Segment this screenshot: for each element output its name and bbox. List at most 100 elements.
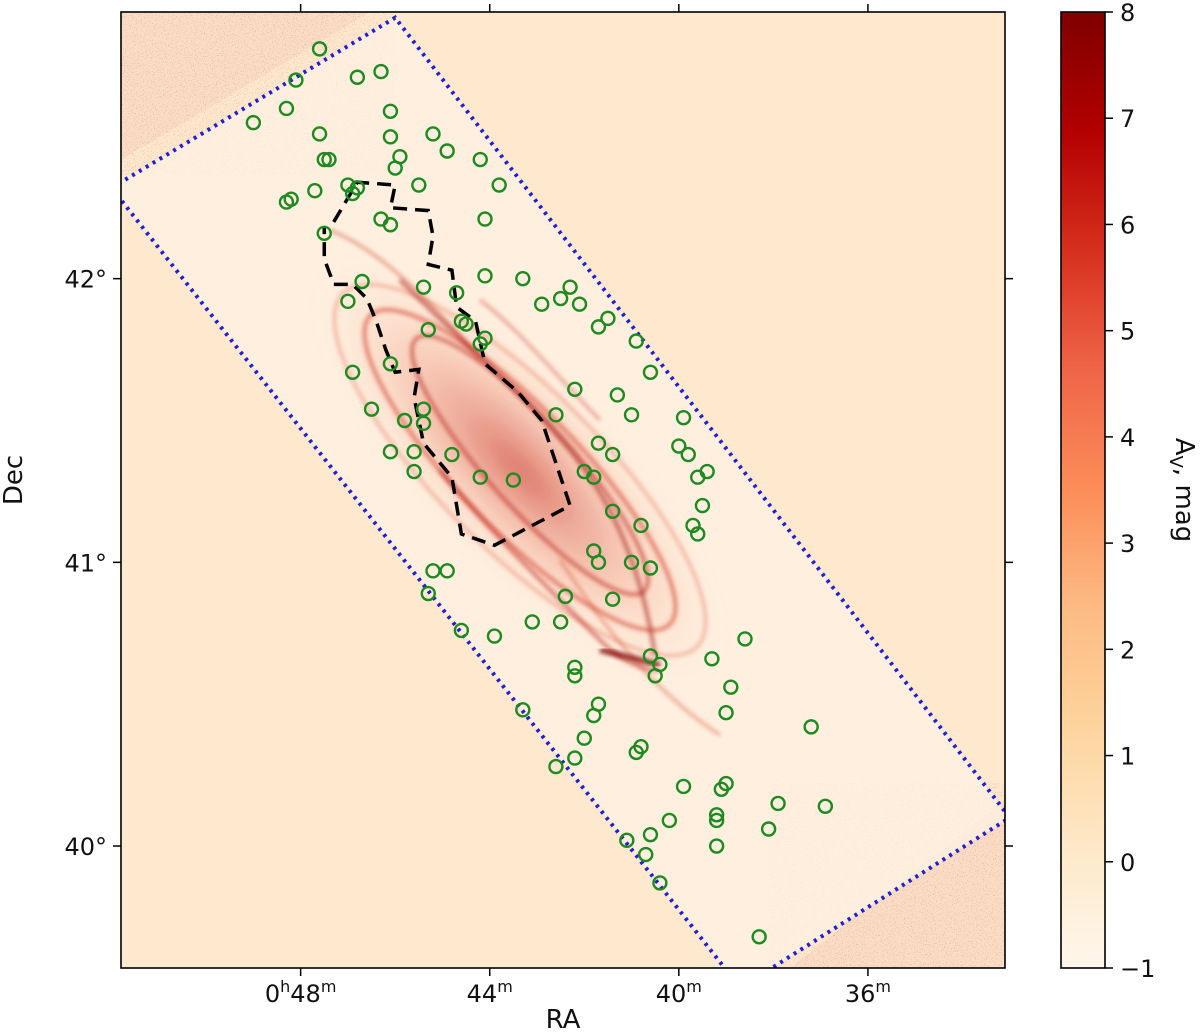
cluster-marker: [661, 812, 678, 829]
cluster-marker: [718, 704, 734, 721]
colorbar-label: AV, mag: [1165, 438, 1199, 542]
x-axis: 0h48m 44m 40m 36m: [265, 4, 891, 1008]
cluster-marker: [604, 446, 621, 463]
cluster-marker: [708, 838, 725, 854]
cluster-marker: [708, 812, 725, 829]
cluster-marker: [548, 758, 564, 775]
cluster-marker: [567, 381, 583, 397]
cluster-marker: [586, 469, 602, 485]
cluster-marker: [382, 103, 399, 119]
cluster-marker: [647, 668, 663, 684]
cluster-marker: [642, 826, 659, 843]
cluster-marker: [557, 588, 574, 605]
cluster-marker: [354, 273, 370, 290]
cluster-marker: [633, 517, 649, 534]
cluster-marker: [439, 143, 455, 159]
cluster-marker: [690, 526, 706, 542]
cluster-marker: [477, 211, 493, 227]
cluster-marker: [760, 821, 777, 837]
cluster-marker: [723, 679, 739, 695]
cluster-marker: [690, 469, 706, 485]
colorbar: 8 7 6 5 4 3 2 1 0 −1 AV, mag: [1060, 0, 1199, 983]
x-tick-label: 40m: [656, 977, 702, 1008]
cluster-marker: [552, 614, 569, 630]
cluster-markers: [245, 41, 834, 945]
x-axis-title: RA: [546, 1005, 581, 1034]
map-area: [121, 12, 1005, 968]
cluster-marker: [713, 781, 730, 797]
cluster-marker: [406, 463, 422, 480]
dust-emission: [313, 228, 727, 737]
colorbar-tick-label: 4: [1120, 424, 1135, 452]
cluster-marker: [307, 183, 323, 199]
cluster-marker: [415, 279, 432, 295]
cluster-marker: [477, 268, 493, 284]
cluster-marker: [567, 659, 583, 675]
cluster-marker: [491, 177, 507, 193]
cluster-marker: [604, 503, 621, 519]
y-tick-label: 42°: [64, 266, 107, 294]
cluster-marker: [642, 648, 659, 664]
cluster-marker: [590, 319, 607, 335]
cluster-marker: [472, 151, 488, 168]
cluster-marker: [694, 497, 711, 514]
cluster-marker: [770, 795, 786, 812]
cluster-marker: [453, 622, 470, 639]
cluster-marker: [382, 356, 399, 372]
cluster-marker: [373, 63, 389, 80]
cluster-marker: [671, 438, 687, 454]
cluster-marker: [628, 744, 644, 761]
cluster-marker: [675, 778, 692, 795]
cluster-marker: [406, 444, 422, 460]
cluster-marker: [439, 563, 455, 579]
cluster-marker: [623, 407, 640, 423]
cluster-marker: [278, 194, 295, 210]
cluster-marker: [344, 185, 361, 202]
field-outline: [322, 180, 573, 548]
cluster-marker: [675, 409, 692, 426]
cluster-marker: [685, 517, 701, 534]
cluster-marker: [623, 554, 640, 571]
cluster-marker: [571, 296, 588, 312]
cluster-marker: [311, 41, 328, 57]
colorbar-frame: [1060, 11, 1106, 969]
cluster-marker: [444, 446, 460, 463]
cluster-marker: [321, 151, 337, 168]
cluster-marker: [382, 444, 399, 460]
cluster-marker: [288, 72, 304, 88]
colorbar-tick-label: 6: [1120, 211, 1135, 239]
cluster-marker: [340, 177, 356, 193]
cluster-marker: [382, 217, 399, 233]
cluster-marker: [576, 730, 592, 746]
cluster-marker: [349, 69, 366, 85]
cluster-marker: [586, 707, 602, 724]
cluster-marker: [311, 126, 328, 142]
cluster-marker: [278, 100, 295, 117]
cluster-marker: [316, 151, 332, 168]
cluster-marker: [562, 279, 578, 295]
cluster-marker: [486, 628, 503, 644]
cluster-marker: [411, 177, 427, 193]
cluster-marker: [534, 296, 550, 312]
cluster-marker: [803, 719, 819, 735]
cluster-marker: [590, 554, 607, 571]
cluster-marker: [340, 293, 356, 310]
cluster-marker: [472, 336, 488, 352]
colorbar-ticks: 8 7 6 5 4 3 2 1 0 −1: [1105, 0, 1155, 983]
cluster-marker: [458, 316, 474, 332]
cluster-marker: [628, 333, 644, 349]
x-tick-label: 36m: [845, 977, 891, 1008]
y-axis-title: Dec: [0, 455, 29, 505]
x-tick-label: 44m: [467, 977, 513, 1008]
cluster-marker: [344, 364, 361, 380]
cluster-marker: [590, 435, 607, 451]
colorbar-tick-label: 8: [1120, 0, 1135, 27]
cluster-marker: [420, 322, 436, 338]
colorbar-tick-label: 2: [1120, 636, 1135, 664]
cluster-marker: [604, 591, 621, 607]
cluster-marker: [420, 585, 436, 602]
cluster-marker: [737, 631, 753, 647]
cluster-marker: [600, 310, 616, 327]
cluster-marker: [472, 469, 488, 485]
